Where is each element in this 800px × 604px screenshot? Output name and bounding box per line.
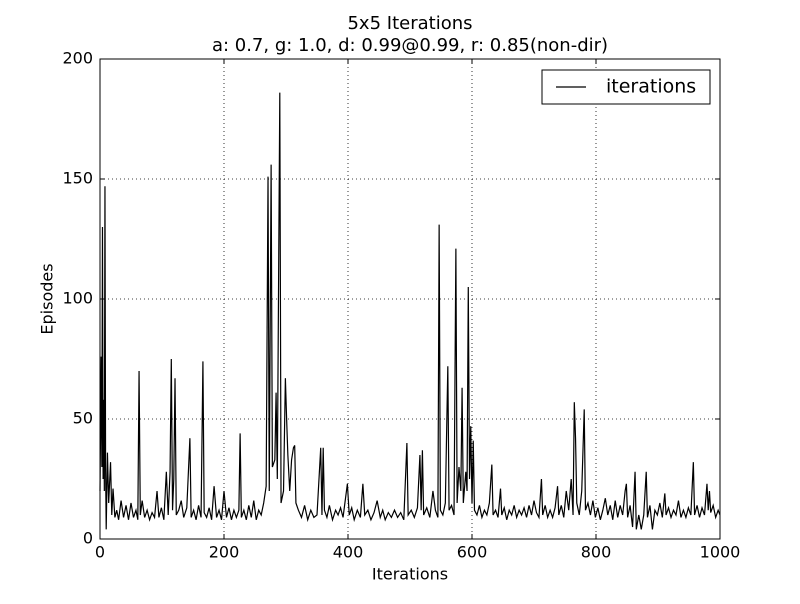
y-tick-label: 100	[62, 289, 93, 308]
chart-subtitle: a: 0.7, g: 1.0, d: 0.99@0.99, r: 0.85(no…	[212, 35, 608, 56]
x-tick-label: 600	[457, 543, 488, 562]
x-tick-label: 400	[333, 543, 364, 562]
y-axis-label: Episodes	[38, 263, 57, 334]
y-tick-label: 150	[62, 169, 93, 188]
plot-frame	[99, 58, 721, 540]
x-tick-label: 0	[95, 543, 105, 562]
x-tick-label: 800	[581, 543, 612, 562]
x-tick-label: 200	[209, 543, 240, 562]
x-axis-label: Iterations	[372, 565, 448, 584]
x-tick-label: 1000	[700, 543, 741, 562]
chart-title: 5x5 Iterations	[347, 13, 472, 34]
y-tick-label: 50	[73, 409, 93, 428]
y-tick-label: 200	[62, 49, 93, 68]
legend-label: iterations	[606, 76, 696, 98]
data-line	[99, 92, 721, 530]
y-tick-label: 0	[83, 529, 93, 548]
